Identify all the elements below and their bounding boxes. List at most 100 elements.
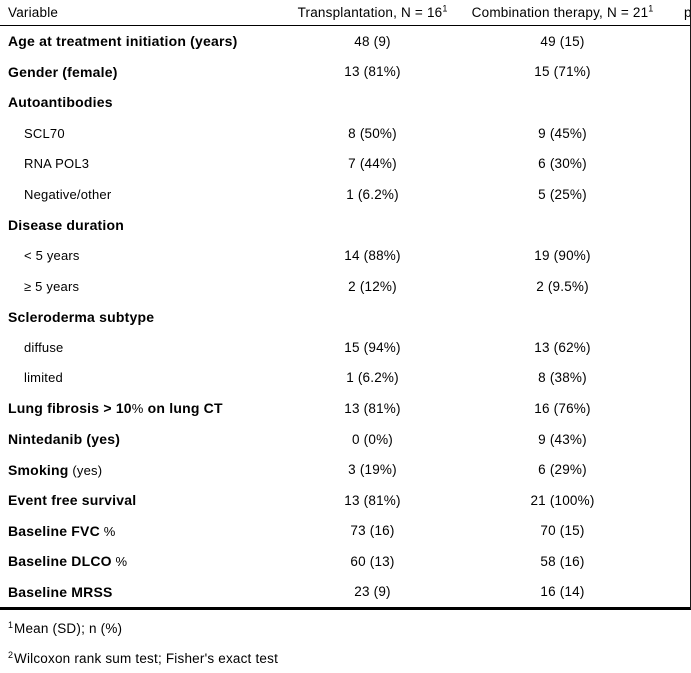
row-label-segment: Nintedanib (yes) [8,431,121,448]
row-label: RNA POL3 [0,156,290,171]
row-label: Baseline DLCO % [0,553,290,569]
row-label-segment: Age at treatment initiation (years) [8,33,238,50]
column-header-variable-label: Variable [8,5,59,20]
table-row: < 5 years 14 (88%) 19 (90%) [0,240,691,271]
column-header-combination-label: Combination therapy, N = 21 [471,5,649,20]
value-combination: 2 (9.5%) [536,278,589,294]
table-bottom-rule [0,607,691,610]
value-combination: 15 (71%) [534,64,591,80]
value-combination: 58 (16) [540,553,585,569]
row-label: Lung fibrosis > 10% on lung CT [0,400,290,416]
table-footnotes: 1Mean (SD); n (%) 2Wilcoxon rank sum tes… [0,610,691,673]
table-row: Baseline DLCO % 60 (13) 58 (16) [0,546,691,577]
footnote-2: 2Wilcoxon rank sum test; Fisher's exact … [0,644,691,673]
table-row: Event free survival 13 (81%) 21 (100%) [0,485,691,516]
table-row: Autoantibodies [0,87,691,118]
row-label-segment: Baseline FVC [8,522,100,539]
table-row: Disease duration [0,210,691,241]
row-label: ≥ 5 years [0,279,290,294]
row-label: Scleroderma subtype [0,309,290,325]
footnote-2-body: Wilcoxon rank sum test; Fisher's exact t… [14,651,279,667]
table-row: Baseline FVC % 73 (16) 70 (15) [0,516,691,547]
row-label-segment: Baseline MRSS [8,583,113,600]
row-label-segment: ≥ 5 years [24,278,80,294]
table-row: Negative/other 1 (6.2%) 5 (25%) [0,179,691,210]
table-row: Baseline MRSS 23 (9) 16 (14) [0,577,691,608]
row-label-segment: % [111,554,128,570]
table-row: Scleroderma subtype [0,301,691,332]
row-label-segment: Lung fibrosis > 10 [8,400,132,417]
table-body: Age at treatment initiation (years) 48 (… [0,26,691,607]
column-header-transplantation-footnote-marker: 1 [442,3,448,14]
table-row: limited 1 (6.2%) 8 (38%) [0,363,691,394]
value-combination: 9 (43%) [538,431,587,447]
value-transplantation: 8 (50%) [348,125,397,141]
row-label-segment: Negative/other [24,186,112,202]
row-label-segment: (yes) [68,462,103,478]
value-transplantation: 13 (81%) [344,64,401,80]
row-label: limited [0,370,290,385]
value-combination: 49 (15) [540,33,585,49]
column-header-transplantation: Transplantation, N = 161 [290,3,455,20]
footnote-1-text: 1Mean (SD); n (%) [8,619,123,637]
value-transplantation: 3 (19%) [348,462,397,478]
row-label: SCL70 [0,126,290,141]
footnote-1: 1Mean (SD); n (%) [0,614,691,644]
row-label: < 5 years [0,248,290,263]
column-header-pvalue-label: p [684,5,691,20]
footnote-1-body: Mean (SD); n (%) [14,621,123,637]
column-header-combination-footnote-marker: 1 [648,3,654,14]
row-label: Gender (female) [0,64,290,80]
footnote-1-marker: 1 [8,619,14,630]
row-label-segment: < 5 years [24,247,80,263]
row-label: Nintedanib (yes) [0,431,290,447]
table-row: RNA POL3 7 (44%) 6 (30%) [0,148,691,179]
row-label-segment: % [99,523,116,539]
table-row: Lung fibrosis > 10% on lung CT 13 (81%) … [0,393,691,424]
value-transplantation: 13 (81%) [344,492,401,508]
table-row: diffuse 15 (94%) 13 (62%) [0,332,691,363]
value-combination: 21 (100%) [530,492,595,508]
table-row: Age at treatment initiation (years) 48 (… [0,26,691,57]
row-label-segment: limited [24,370,63,386]
row-label-segment: Autoantibodies [8,94,113,111]
value-transplantation: 14 (88%) [344,247,401,263]
row-label: Autoantibodies [0,94,290,110]
value-combination: 6 (29%) [538,462,587,478]
row-label: Baseline MRSS [0,584,290,600]
row-label-segment: Baseline DLCO [8,553,112,570]
row-label-segment: Scleroderma subtype [8,308,155,325]
value-transplantation: 0 (0%) [352,431,393,447]
row-label: Disease duration [0,217,290,233]
row-label-segment: Gender (female) [8,63,118,80]
row-label-segment: % [131,401,144,417]
value-transplantation: 48 (9) [354,33,391,49]
row-label-segment: diffuse [24,339,64,355]
value-transplantation: 1 (6.2%) [346,186,399,202]
row-label: Smoking (yes) [0,462,290,478]
footnote-2-marker: 2 [8,649,14,660]
row-label-segment: Event free survival [8,492,137,509]
value-combination: 5 (25%) [538,186,587,202]
value-transplantation: 15 (94%) [344,339,401,355]
value-combination: 13 (62%) [534,339,591,355]
value-combination: 6 (30%) [538,156,587,172]
row-label: Event free survival [0,492,290,508]
value-combination: 19 (90%) [534,247,591,263]
value-transplantation: 2 (12%) [348,278,397,294]
value-transplantation: 7 (44%) [348,156,397,172]
row-label-segment: on lung CT [143,400,223,417]
column-header-combination: Combination therapy, N = 211 [455,3,670,20]
row-label-segment: RNA POL3 [24,156,90,172]
value-combination: 9 (45%) [538,125,587,141]
table-row: Gender (female) 13 (81%) 15 (71%) [0,57,691,88]
column-header-pvalue-partial: p [670,5,691,20]
footnote-2-text: 2Wilcoxon rank sum test; Fisher's exact … [8,649,279,667]
row-label: diffuse [0,340,290,355]
row-label: Age at treatment initiation (years) [0,33,290,49]
value-transplantation: 1 (6.2%) [346,370,399,386]
value-transplantation: 13 (81%) [344,400,401,416]
column-header-transplantation-label: Transplantation, N = 16 [297,5,443,20]
table-row: Smoking (yes) 3 (19%) 6 (29%) [0,454,691,485]
